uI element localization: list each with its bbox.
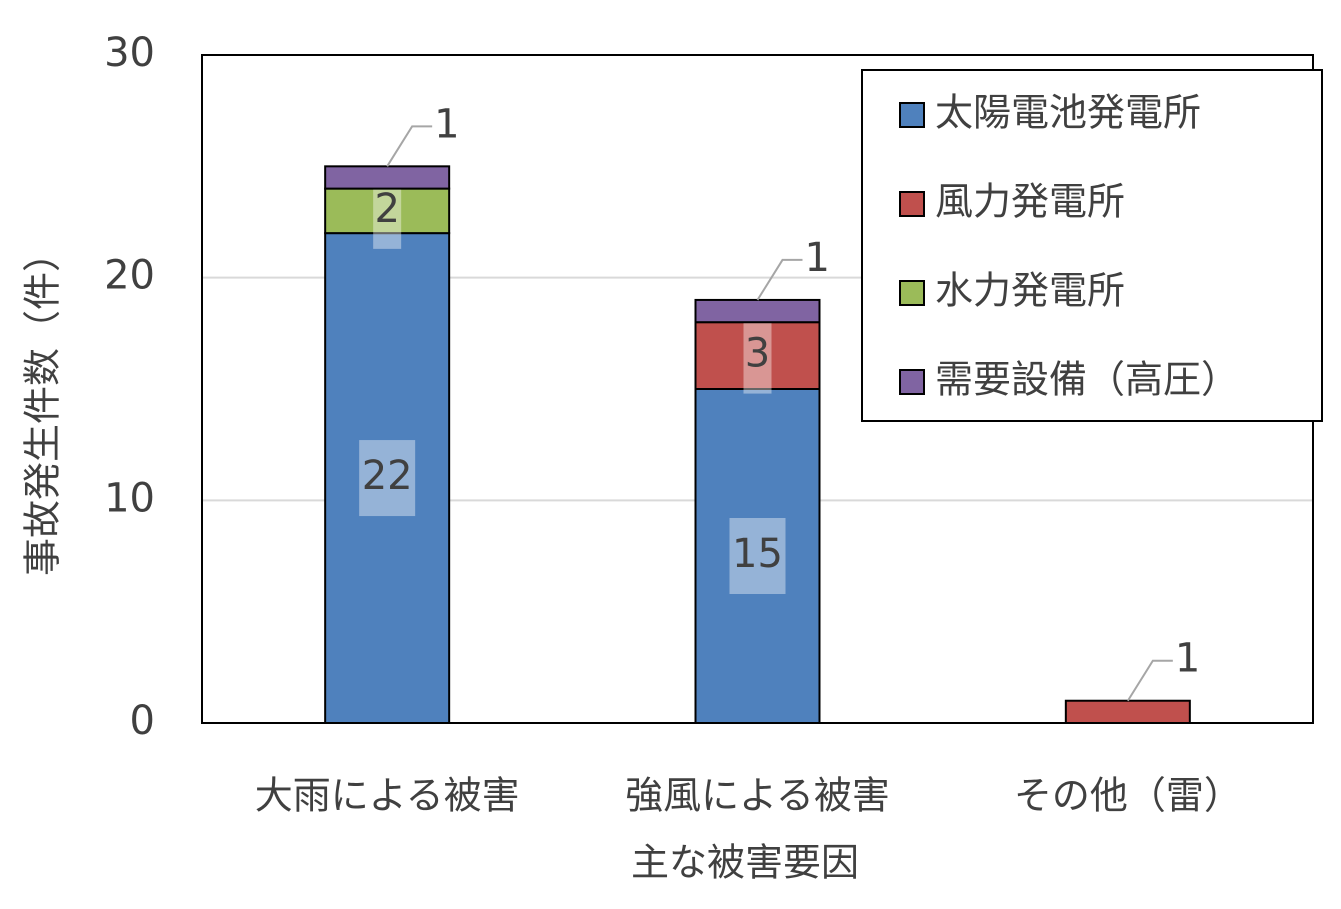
- x-axis-title: 主な被害要因: [631, 841, 859, 885]
- leader-line: [386, 125, 433, 167]
- label-box: [729, 518, 786, 594]
- y-tick-label: 10: [104, 475, 155, 521]
- legend-label: 風力発電所: [935, 180, 1125, 224]
- legend-box: [861, 69, 1323, 422]
- data-label: 3: [745, 331, 770, 377]
- data-label: 1: [1175, 636, 1200, 682]
- x-tick-label: 強風による被害: [625, 774, 890, 818]
- data-label: 2: [374, 186, 399, 232]
- bar-segment: [1064, 699, 1191, 725]
- data-label: 15: [732, 531, 783, 577]
- data-label: 1: [434, 101, 459, 147]
- bar-segment: [694, 298, 821, 324]
- leader-line: [756, 258, 803, 301]
- data-label: 22: [362, 453, 413, 499]
- legend-swatch: [899, 191, 925, 217]
- x-tick-label: その他（雷）: [1014, 774, 1242, 818]
- y-tick-label: 30: [104, 30, 155, 76]
- y-tick-label: 20: [104, 253, 155, 299]
- label-box: [359, 440, 416, 517]
- legend-label: 太陽電池発電所: [935, 91, 1201, 135]
- legend-swatch: [899, 102, 925, 128]
- legend-swatch: [899, 369, 925, 395]
- data-label: 1: [805, 235, 830, 281]
- bar-segment: [694, 321, 821, 391]
- bar-segment: [324, 165, 451, 190]
- bar-segment: [324, 232, 451, 724]
- y-tick-label: 0: [130, 698, 155, 744]
- y-axis-title: 事故発生件数（件）: [21, 234, 65, 576]
- legend-swatch: [899, 280, 925, 306]
- x-tick-label: 大雨による被害: [255, 774, 520, 818]
- legend-label: 水力発電所: [935, 269, 1125, 313]
- leader-line: [1126, 659, 1173, 702]
- bar-segment: [694, 388, 821, 724]
- legend-label: 需要設備（高圧）: [935, 358, 1239, 402]
- label-box: [743, 317, 772, 394]
